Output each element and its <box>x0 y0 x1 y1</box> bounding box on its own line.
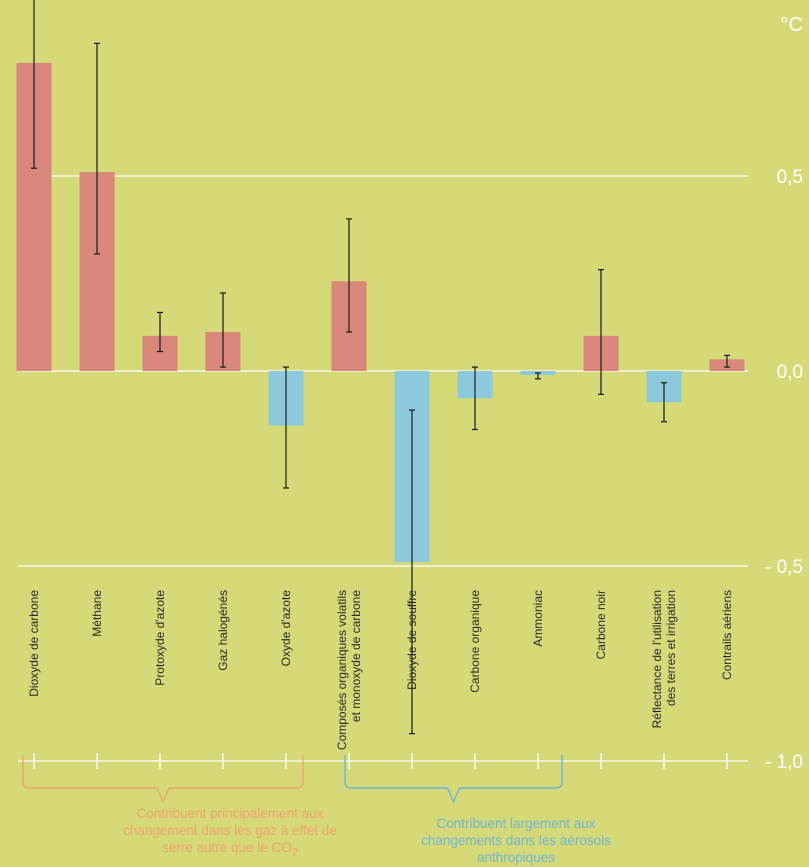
x-category-label-line: et monoxyde de carbone <box>349 590 363 722</box>
y-tick-label: - 0,5 <box>765 557 803 578</box>
x-category-label: Méthane <box>90 590 104 637</box>
group-brace-2 <box>344 755 563 804</box>
x-category-label-line: Oxyde d'azote <box>279 590 293 667</box>
x-category-label-line: Carbone organique <box>468 590 482 693</box>
x-category-label: Gaz halogénés <box>216 590 230 671</box>
x-category-label-line: Contrails aériens <box>720 590 734 680</box>
x-category-label-line: des terres et irrigation <box>664 590 678 706</box>
x-category-label: Composés organiques volatilset monoxyde … <box>335 590 363 750</box>
x-category-label: Carbone organique <box>468 590 482 693</box>
x-category-label-line: Dioxyde de souffre <box>405 590 419 690</box>
x-category-label-line: Protoxyde d'azote <box>153 590 167 686</box>
y-tick-label: 0,0 <box>777 362 803 383</box>
y-unit-label: °C <box>781 14 803 36</box>
x-category-label-line: Réflectance de l'utilisation <box>650 590 664 728</box>
y-tick-label: - 1,0 <box>765 752 803 773</box>
x-category-label-line: Gaz halogénés <box>216 590 230 671</box>
x-category-label: Oxyde d'azote <box>279 590 293 667</box>
x-category-label: Contrails aériens <box>720 590 734 680</box>
y-tick-label: 0,5 <box>777 167 803 188</box>
x-category-label: Dioxyde de carbone <box>27 590 41 697</box>
x-category-label: Protoxyde d'azote <box>153 590 167 686</box>
group-note-ghg: Contribuent principalement aux changemen… <box>123 806 337 859</box>
group-note-aerosols: Contribuent largement aux changements da… <box>421 816 611 865</box>
group-brace-1 <box>22 755 304 804</box>
x-category-label: Carbone noir <box>594 590 608 659</box>
x-category-label-line: Carbone noir <box>594 590 608 659</box>
x-category-label: Dioxyde de souffre <box>405 590 419 690</box>
x-category-label-line: Composés organiques volatils <box>335 590 349 750</box>
x-category-label-line: Ammoniac <box>531 590 545 647</box>
x-category-label-line: Méthane <box>90 590 104 637</box>
x-category-label-line: Dioxyde de carbone <box>27 590 41 697</box>
x-category-label: Ammoniac <box>531 590 545 647</box>
x-category-label: Réflectance de l'utilisationdes terres e… <box>650 590 678 728</box>
